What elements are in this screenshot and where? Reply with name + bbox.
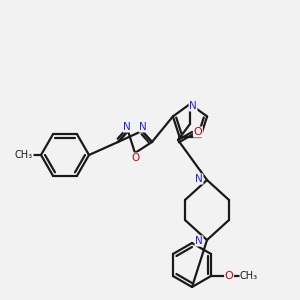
Text: O: O: [131, 153, 139, 163]
Text: O: O: [194, 127, 202, 137]
Text: CH₃: CH₃: [240, 271, 258, 281]
Text: N: N: [189, 101, 197, 111]
Text: N: N: [195, 236, 203, 246]
Text: N: N: [123, 122, 131, 132]
Text: N: N: [139, 122, 147, 132]
Text: O: O: [225, 271, 233, 281]
Text: CH₃: CH₃: [15, 150, 33, 160]
Text: N: N: [195, 174, 203, 184]
